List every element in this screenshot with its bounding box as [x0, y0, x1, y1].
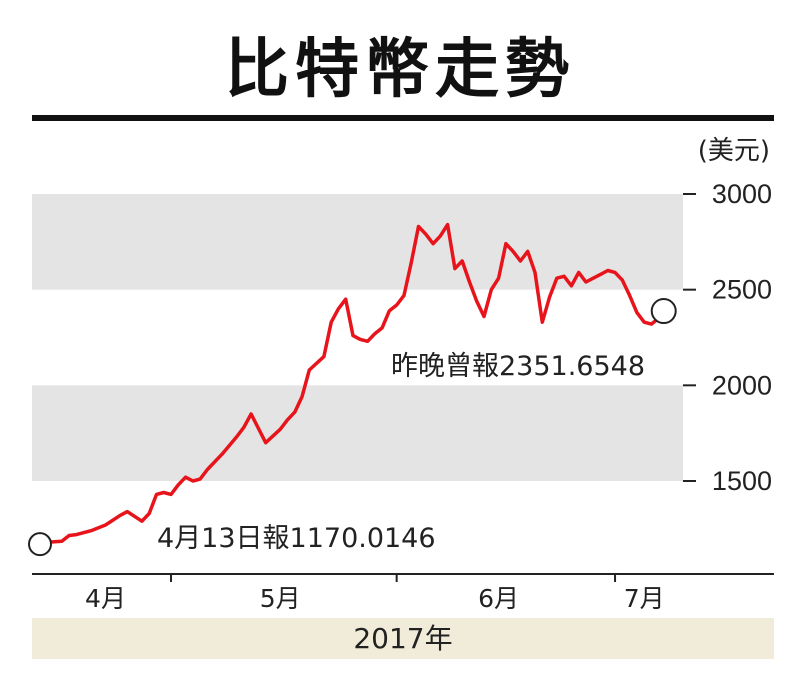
- x-month-label-1: 5月: [260, 584, 301, 613]
- y-unit-label: (美元): [697, 136, 770, 166]
- y-tick-label-1500: 1500: [712, 466, 772, 496]
- x-month-label-3: 7月: [624, 584, 665, 613]
- price-series-line-0: [38, 222, 661, 546]
- y-band-1: [32, 385, 683, 481]
- annotation-end: 昨晚曾報2351.6548: [391, 351, 645, 382]
- y-tick-label-3000: 3000: [712, 179, 772, 209]
- end-point-marker: [650, 298, 677, 325]
- year-label: 2017年: [353, 622, 453, 655]
- x-month-label-0: 4月: [85, 584, 126, 613]
- y-band-0: [32, 194, 683, 290]
- y-tick-label-2000: 2000: [712, 370, 772, 400]
- x-month-label-2: 6月: [478, 584, 519, 613]
- title-rule: [32, 115, 774, 121]
- y-tick-label-2500: 2500: [712, 275, 772, 305]
- year-band: [32, 618, 774, 659]
- annotation-start: 4月13日報1170.0146: [157, 523, 436, 554]
- start-point-marker: [28, 532, 52, 557]
- chart-title: 比特幣走勢: [225, 32, 575, 107]
